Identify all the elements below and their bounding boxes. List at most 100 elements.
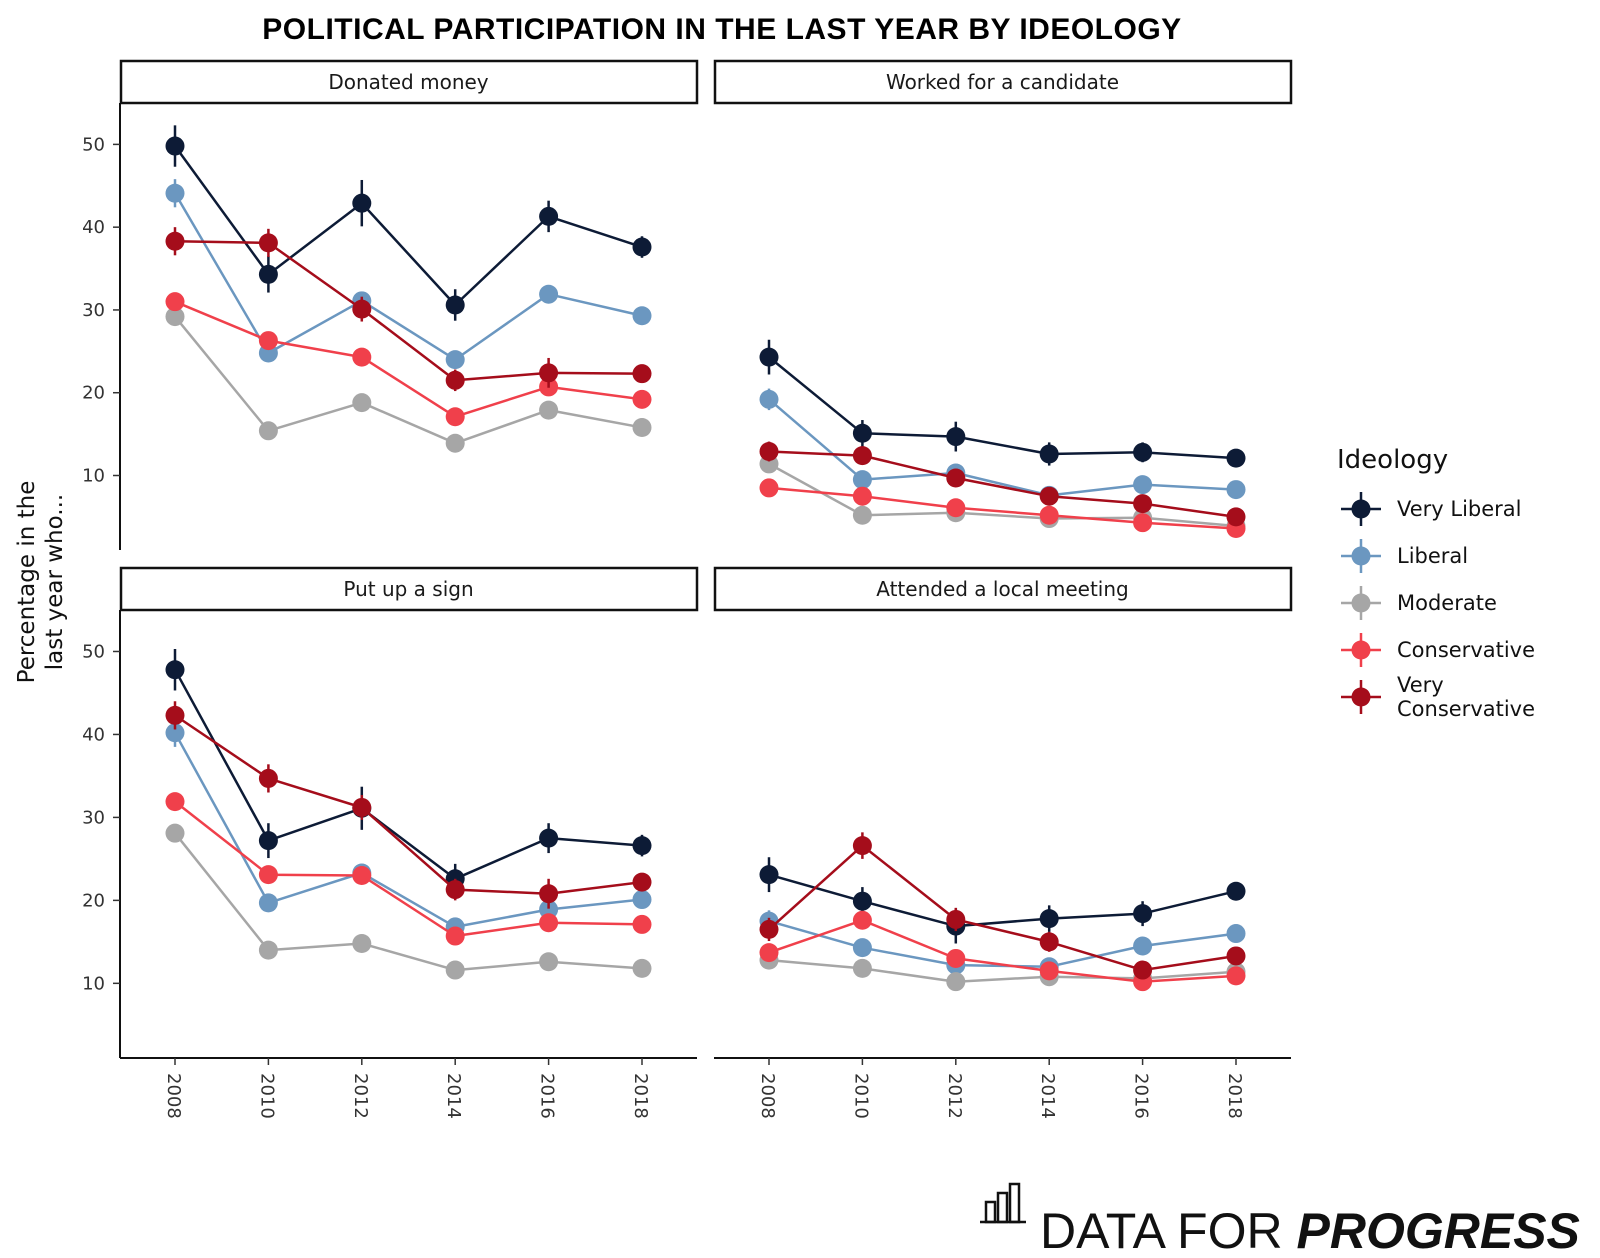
data-point (759, 389, 779, 409)
data-point (759, 478, 779, 498)
series-line (768, 958, 1237, 983)
data-point (1133, 494, 1153, 514)
legend-key-point (1351, 593, 1371, 613)
legend-item-liberal: Liberal (1341, 539, 1468, 573)
data-point (852, 958, 872, 978)
data-point (165, 705, 185, 725)
data-point (258, 421, 278, 441)
series-very-liberal (165, 648, 652, 894)
x-tick-label: 2018 (1224, 1073, 1245, 1119)
data-point (165, 792, 185, 812)
data-point (946, 948, 966, 968)
series-line (768, 873, 1237, 928)
data-point (632, 890, 652, 910)
data-point (445, 370, 465, 390)
panel-strip (119, 59, 699, 105)
legend-key-point (1351, 640, 1371, 660)
data-point (1226, 946, 1246, 966)
data-point (632, 306, 652, 326)
data-point (632, 364, 652, 384)
data-point (445, 407, 465, 427)
data-point (946, 427, 966, 447)
legend-label-line: Conservative (1397, 697, 1535, 721)
y-axis-title: Percentage in thelast year who... (14, 481, 68, 684)
series-very-liberal (759, 857, 1246, 944)
x-tick-label: 2016 (1131, 1073, 1152, 1119)
data-point (165, 136, 185, 156)
data-point (258, 865, 278, 885)
series-line (174, 714, 643, 895)
data-point (1226, 924, 1246, 944)
panel-put-up-a-sign: Put up a sign 10 20 30 40 50 2008 2010 2012 2014 2… (82, 566, 699, 1119)
data-point (852, 910, 872, 930)
y-axis-title-line: last year who... (42, 494, 68, 670)
legend-label-line: Moderate (1397, 591, 1497, 615)
data-point (852, 836, 872, 856)
legend-item-moderate: Moderate (1341, 586, 1497, 620)
panel-strip (713, 566, 1293, 612)
data-point (632, 872, 652, 892)
data-point (759, 943, 779, 963)
series-very-conservative (165, 701, 652, 909)
data-point (632, 389, 652, 409)
x-tick-label: 2014 (1037, 1073, 1058, 1119)
data-point (632, 237, 652, 257)
panel-donated-money: Donated money 10 20 30 40 50 (82, 59, 699, 550)
y-axis-title-text: Percentage in thelast year who... (14, 481, 68, 684)
legend-label-line: Very (1397, 673, 1444, 697)
data-point (258, 893, 278, 913)
data-point (1133, 513, 1153, 533)
x-tick-label: 2016 (537, 1073, 558, 1119)
data-point (445, 880, 465, 900)
data-point (165, 660, 185, 680)
x-tick-label: 2008 (163, 1073, 184, 1119)
data-point (539, 206, 559, 226)
data-point (445, 960, 465, 980)
data-point (632, 417, 652, 437)
series-line (768, 919, 1237, 983)
legend-label-line: Very Liberal (1397, 497, 1522, 521)
brand-logo-bar (1008, 1182, 1021, 1224)
data-point (258, 233, 278, 253)
panel-strip (713, 59, 1293, 105)
data-point (165, 823, 185, 843)
chart-title: POLITICAL PARTICIPATION IN THE LAST YEAR… (262, 13, 1181, 46)
legend-title: Ideology (1337, 445, 1448, 475)
data-point (759, 347, 779, 367)
data-point (632, 958, 652, 978)
series-liberal (165, 179, 652, 370)
data-point (352, 393, 372, 413)
data-point (258, 264, 278, 284)
series-very-conservative (165, 227, 652, 392)
data-point (1039, 932, 1059, 952)
x-tick-label: 2018 (630, 1073, 651, 1119)
data-point (445, 295, 465, 315)
brand-logo-bar (984, 1200, 997, 1224)
data-point (946, 468, 966, 488)
y-tick-label: 20 (82, 890, 105, 911)
x-tick-label: 2014 (443, 1073, 464, 1119)
data-point (1226, 881, 1246, 901)
series-line (174, 315, 643, 445)
data-point (1133, 442, 1153, 462)
legend-label: Very Liberal (1397, 497, 1522, 521)
y-tick-label: 50 (82, 641, 105, 662)
data-point (1226, 448, 1246, 468)
series-line (174, 239, 643, 382)
y-axis-title-line: Percentage in the (14, 481, 40, 684)
x-tick-label: 2008 (757, 1073, 778, 1119)
data-point (445, 350, 465, 370)
y-tick-label: 40 (82, 724, 105, 745)
series-liberal (165, 718, 652, 937)
series-moderate (165, 823, 652, 980)
series-very-conservative (759, 441, 1246, 527)
y-tick-label: 10 (82, 466, 105, 487)
data-point (258, 940, 278, 960)
legend-label: Conservative (1397, 638, 1535, 662)
series-very-liberal (759, 339, 1246, 468)
legend-item-very-liberal: Very Liberal (1341, 492, 1522, 526)
legend-label-line: Liberal (1397, 544, 1468, 568)
data-point (946, 909, 966, 929)
data-point (258, 768, 278, 788)
